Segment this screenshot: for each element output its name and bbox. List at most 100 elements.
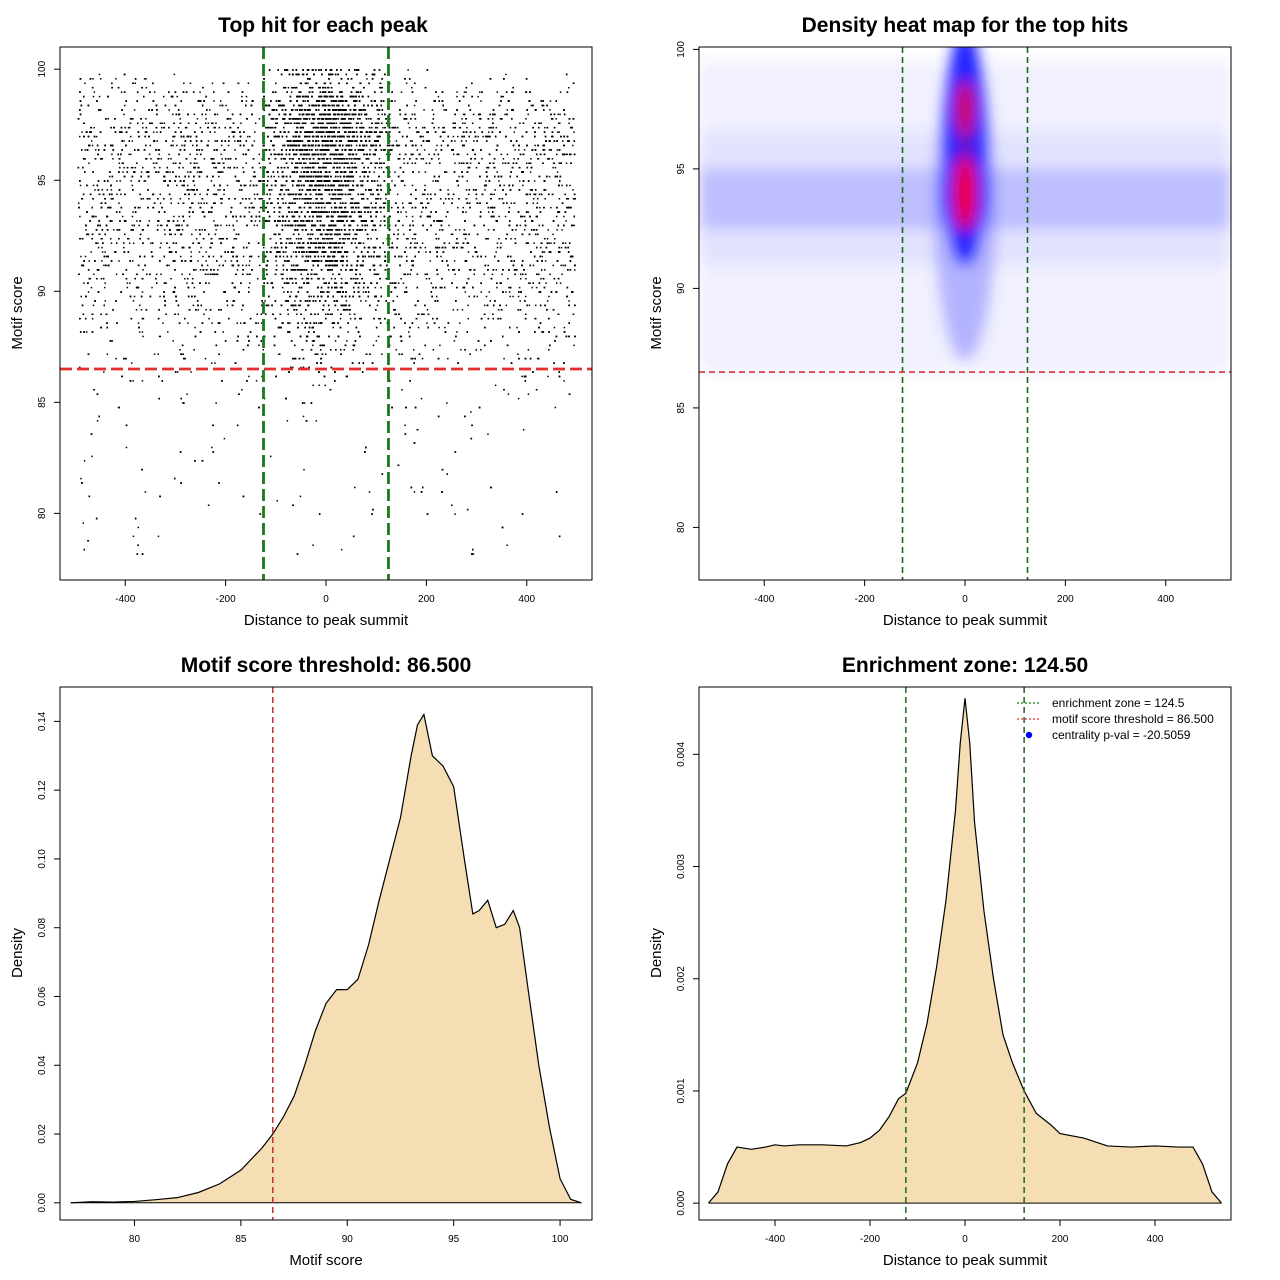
scatter-point [322,162,325,164]
scatter-point [400,277,402,280]
scatter-point [451,198,454,200]
scatter-point [172,162,175,164]
scatter-point [550,242,552,244]
scatter-point [465,91,467,93]
scatter-point [547,375,549,378]
scatter-point [186,184,189,187]
scatter-point [100,277,103,280]
scatter-point [242,255,245,258]
scatter-point [527,282,530,284]
scatter-point [414,242,416,244]
scatter-point [104,251,106,253]
scatter-point [217,269,219,271]
scatter-point [504,113,506,116]
scatter-point [94,149,97,151]
scatter-point [390,206,393,209]
scatter-point [301,104,303,107]
scatter-point [554,166,557,169]
scatter-point [139,304,141,307]
scatter-point [218,126,221,129]
scatter-point [438,126,440,129]
scatter-point [395,349,398,351]
scatter-point [435,220,438,222]
scatter-point [563,215,565,218]
scatter-point [104,300,107,302]
scatter-point [414,233,417,236]
scatter-point [95,135,98,138]
scatter-point [108,175,111,178]
scatter-point [128,242,131,244]
scatter-point [301,322,303,324]
scatter-point [485,237,487,240]
scatter-point [332,242,334,244]
scatter-point [370,162,373,164]
scatter-point [427,193,429,196]
scatter-point [219,104,221,107]
scatter-point [85,229,87,231]
scatter-point [273,149,275,151]
scatter-point [247,82,250,85]
scatter-point [419,202,422,204]
scatter-point [332,273,334,276]
scatter-point [456,206,459,209]
scatter-point [92,78,94,80]
scatter-point [489,162,491,164]
scatter-point [303,468,305,471]
scatter-point [377,184,379,187]
scatter-point [80,477,82,480]
scatter-point [347,331,349,333]
scatter-point [111,153,113,156]
scatter-point [495,251,497,253]
scatter-point [489,300,491,302]
scatter-point [466,153,469,156]
scatter-point [524,295,527,298]
scatter-point [470,269,472,271]
scatter-point [508,206,511,209]
scatter-point [303,402,306,404]
scatter-point [544,269,546,271]
scatter-point [484,189,486,191]
scatter-point [368,118,370,120]
scatter-point [470,411,472,413]
scatter-point [443,109,445,111]
scatter-point [567,86,570,89]
scatter-point [277,175,280,178]
scatter-point [206,264,209,267]
scatter-point [337,175,339,178]
scatter-point [408,126,411,129]
scatter-point [497,309,500,311]
scatter-point [234,149,236,151]
scatter-point [430,282,433,284]
scatter-point [216,113,219,116]
scatter-point [373,273,376,276]
scatter-point [222,237,225,240]
scatter-point [458,153,460,156]
scatter-point [428,153,430,156]
scatter-point [454,140,456,142]
scatter-point [458,229,461,231]
scatter-point [467,304,469,307]
scatter-point [402,180,404,182]
scatter-point [396,193,399,196]
scatter-point [142,126,144,129]
scatter-point [487,131,490,133]
scatter-point [510,237,512,240]
scatter-point [439,229,441,231]
scatter-point [555,282,558,284]
scatter-point [118,260,120,262]
scatter-point [452,309,455,311]
scatter-point [275,260,277,262]
scatter-point [455,180,458,182]
scatter-point [261,180,264,182]
scatter-point [112,158,114,160]
scatter-point [129,135,132,138]
scatter-point [247,135,249,138]
scatter-point [153,91,156,93]
scatter-point [440,144,443,147]
scatter-point [359,180,362,182]
scatter-point [498,215,500,218]
scatter-point [172,144,174,147]
scatter-point [223,437,226,440]
scatter-point [248,255,251,258]
scatter-point [132,211,134,213]
